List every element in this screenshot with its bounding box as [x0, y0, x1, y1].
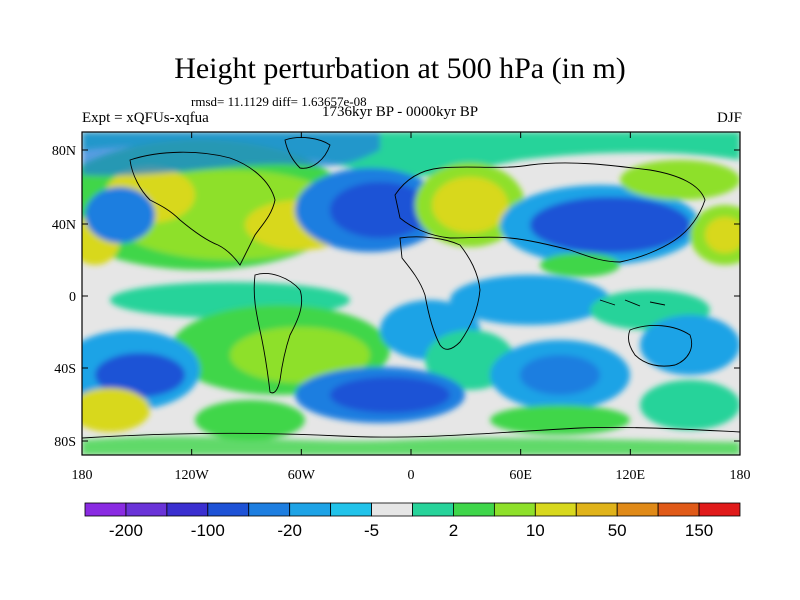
- lon-tick-label: 120W: [175, 468, 210, 483]
- lat-tick-label: 0: [69, 290, 76, 305]
- lat-tick-label: 80N: [52, 144, 76, 159]
- colorbar-swatch: [453, 502, 495, 517]
- lon-tick-label: 60E: [509, 468, 532, 483]
- colorbar-swatch: [330, 502, 372, 517]
- colorbar-swatch: [166, 502, 209, 517]
- colorbar-label: -20: [277, 521, 302, 540]
- colorbar-label: -5: [364, 521, 379, 540]
- colorbar-swatch: [371, 502, 413, 517]
- lat-tick-label: 40S: [54, 362, 76, 377]
- colorbar-label: -100: [191, 521, 225, 540]
- colorbar-label: 2: [449, 521, 458, 540]
- lat-tick-label: 40N: [52, 218, 76, 233]
- colorbar-swatch: [412, 502, 454, 517]
- colorbar-swatch: [616, 502, 659, 517]
- colorbar-label: 150: [685, 521, 713, 540]
- map-title: Height perturbation at 500 hPa (in m): [174, 52, 626, 85]
- axis-ticks: 80N 40N 0 40S 80S 180 120W 60W 0 60E 120E 180: [52, 132, 751, 483]
- map-field: [82, 132, 740, 455]
- colorbar-swatch: [657, 502, 700, 517]
- colorbar-swatch: [207, 502, 250, 517]
- lon-tick-label: 0: [408, 468, 415, 483]
- colorbar-swatch: [125, 502, 168, 517]
- colorbar-swatch: [248, 502, 291, 517]
- season-label: DJF: [716, 110, 742, 126]
- colorbar-label: 10: [526, 521, 545, 540]
- lon-tick-label: 60W: [288, 468, 316, 483]
- coastlines: [82, 137, 740, 439]
- colorbar: -200 -100 -20 -5 2 10 50 150: [84, 502, 741, 540]
- lat-tick-label: 80S: [54, 435, 76, 450]
- colorbar-swatch: [84, 502, 127, 517]
- lon-tick-label: 180: [72, 468, 93, 483]
- period-label: 1736kyr BP - 0000kyr BP: [322, 104, 479, 120]
- colorbar-swatch: [698, 502, 741, 517]
- colorbar-label: -200: [109, 521, 143, 540]
- experiment-label: Expt = xQFUs-xqfua: [82, 110, 209, 126]
- colorbar-swatch: [575, 502, 618, 517]
- colorbar-swatch: [493, 502, 536, 517]
- lon-tick-label: 180: [730, 468, 751, 483]
- lon-tick-label: 120E: [616, 468, 646, 483]
- colorbar-swatch: [534, 502, 577, 517]
- colorbar-swatch: [289, 502, 332, 517]
- colorbar-label: 50: [608, 521, 627, 540]
- stats-line: rmsd= 11.1129 diff= 1.63657e-08: [191, 94, 367, 109]
